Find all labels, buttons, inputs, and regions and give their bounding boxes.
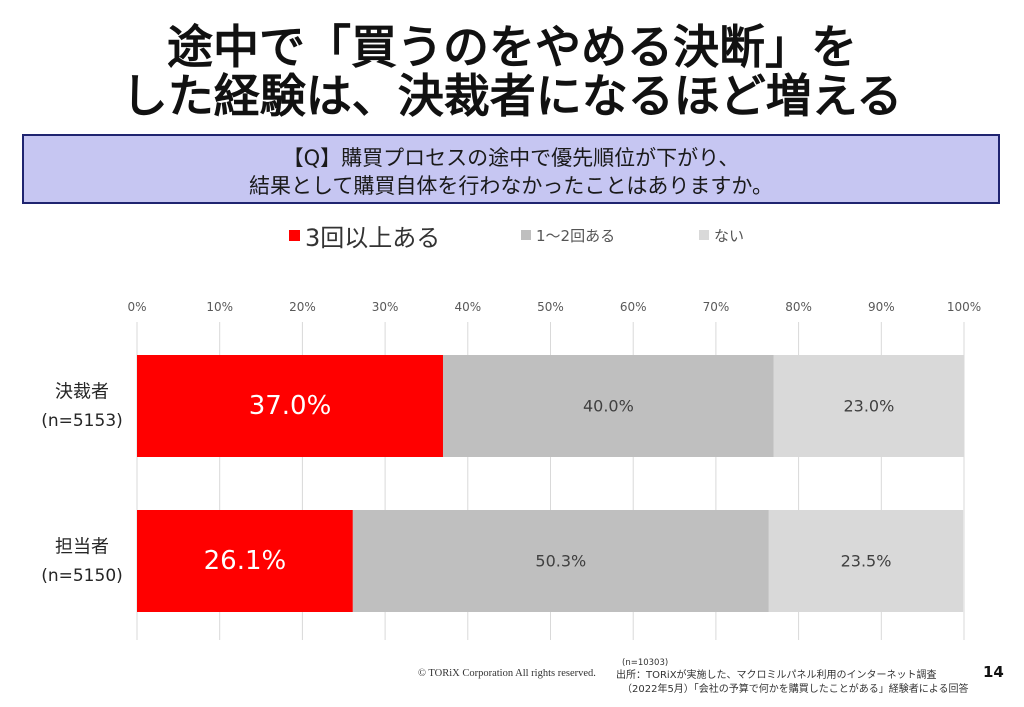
data-label: 37.0% bbox=[249, 391, 332, 421]
question-box: 【Q】購買プロセスの途中で優先順位が下がり、 結果として購買自体を行わなかったこ… bbox=[22, 134, 1000, 204]
bar-segment bbox=[352, 510, 769, 612]
bar-segment bbox=[137, 510, 353, 612]
total-sample-size: (n=10303) bbox=[622, 658, 669, 668]
legend-swatch-gray bbox=[521, 230, 531, 240]
data-label: 26.1% bbox=[204, 546, 287, 576]
legend-item-3-or-more: 3回以上ある bbox=[289, 221, 440, 252]
x-tick-label: 0% bbox=[127, 300, 146, 314]
x-tick-label: 20% bbox=[289, 300, 316, 314]
category-sample-size: (n=5153) bbox=[41, 411, 123, 431]
x-tick-label: 40% bbox=[454, 300, 481, 314]
title-line-2: した経験は、決裁者になるほど増える bbox=[121, 69, 903, 123]
x-tick-label: 90% bbox=[868, 300, 895, 314]
x-tick-label: 60% bbox=[620, 300, 647, 314]
slide-title: 途中で「買うのをやめる決断」を した経験は、決裁者になるほど増える bbox=[0, 23, 1024, 121]
stacked-bar-chart: 0% 10% 20% 30% 40% 50% 60% 70% 80% 90% 100% 決裁者 (n=5… bbox=[41, 300, 981, 640]
x-tick-label: 80% bbox=[785, 300, 812, 314]
bar-segment bbox=[773, 355, 964, 457]
x-tick-label: 70% bbox=[703, 300, 730, 314]
legend-label: 1～2回ある bbox=[536, 226, 616, 245]
data-label: 50.3% bbox=[535, 552, 586, 571]
x-tick-label: 50% bbox=[537, 300, 564, 314]
title-line-1: 途中で「買うのをやめる決断」を bbox=[167, 20, 857, 74]
source-note-line-1: 出所：TORiXが実施した、マクロミルパネル利用のインターネット調査 bbox=[616, 670, 937, 681]
category-label: 決裁者 bbox=[55, 382, 109, 403]
page-number: 14 bbox=[983, 663, 1004, 681]
legend-swatch-red bbox=[289, 229, 300, 241]
bar-segment bbox=[442, 355, 774, 457]
bar-segment bbox=[768, 510, 964, 612]
source-note-line-2: （2022年5月）「会社の予算で何かを購買したことがある」経験者による回答 bbox=[622, 684, 969, 695]
data-label: 23.5% bbox=[841, 552, 892, 571]
x-tick-label: 100% bbox=[947, 300, 981, 314]
legend-item-1-to-2: 1～2回ある bbox=[521, 224, 615, 246]
category-sample-size: (n=5150) bbox=[41, 566, 123, 586]
question-line-2: 結果として購買自体を行わなかったことはありますか。 bbox=[249, 174, 773, 198]
legend-label: 3回以上ある bbox=[305, 223, 441, 252]
x-tick-label: 30% bbox=[372, 300, 399, 314]
legend-label: ない bbox=[714, 226, 745, 245]
category-label: 担当者 bbox=[55, 537, 109, 558]
bar-segment bbox=[137, 355, 443, 457]
x-tick-label: 10% bbox=[206, 300, 233, 314]
question-line-1: 【Q】購買プロセスの途中で優先順位が下がり、 bbox=[282, 146, 740, 170]
legend-item-none: ない bbox=[699, 224, 744, 246]
data-label: 40.0% bbox=[583, 397, 634, 416]
legend-swatch-light-gray bbox=[699, 230, 709, 240]
data-label: 23.0% bbox=[843, 397, 894, 416]
copyright-notice: © TORiX Corporation All rights reserved. bbox=[418, 668, 596, 679]
